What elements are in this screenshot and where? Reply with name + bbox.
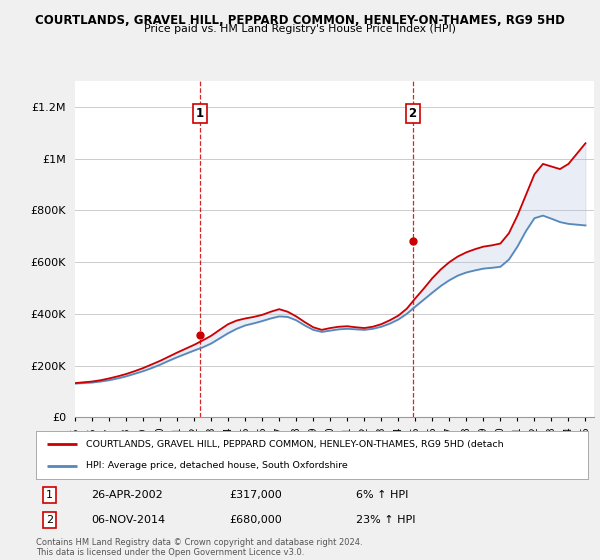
Text: 1: 1 xyxy=(196,106,203,120)
Text: Contains HM Land Registry data © Crown copyright and database right 2024.
This d: Contains HM Land Registry data © Crown c… xyxy=(36,538,362,557)
Text: HPI: Average price, detached house, South Oxfordshire: HPI: Average price, detached house, Sout… xyxy=(86,461,347,470)
Text: COURTLANDS, GRAVEL HILL, PEPPARD COMMON, HENLEY-ON-THAMES, RG9 5HD (detach: COURTLANDS, GRAVEL HILL, PEPPARD COMMON,… xyxy=(86,440,503,449)
Text: 2: 2 xyxy=(409,106,416,120)
Text: 2: 2 xyxy=(46,515,53,525)
Text: 1: 1 xyxy=(46,489,53,500)
Text: £317,000: £317,000 xyxy=(229,489,282,500)
Text: 06-NOV-2014: 06-NOV-2014 xyxy=(91,515,166,525)
Text: 23% ↑ HPI: 23% ↑ HPI xyxy=(356,515,416,525)
Text: £680,000: £680,000 xyxy=(229,515,282,525)
Text: 6% ↑ HPI: 6% ↑ HPI xyxy=(356,489,409,500)
Text: 26-APR-2002: 26-APR-2002 xyxy=(91,489,163,500)
Text: COURTLANDS, GRAVEL HILL, PEPPARD COMMON, HENLEY-ON-THAMES, RG9 5HD: COURTLANDS, GRAVEL HILL, PEPPARD COMMON,… xyxy=(35,14,565,27)
Text: Price paid vs. HM Land Registry's House Price Index (HPI): Price paid vs. HM Land Registry's House … xyxy=(144,24,456,34)
